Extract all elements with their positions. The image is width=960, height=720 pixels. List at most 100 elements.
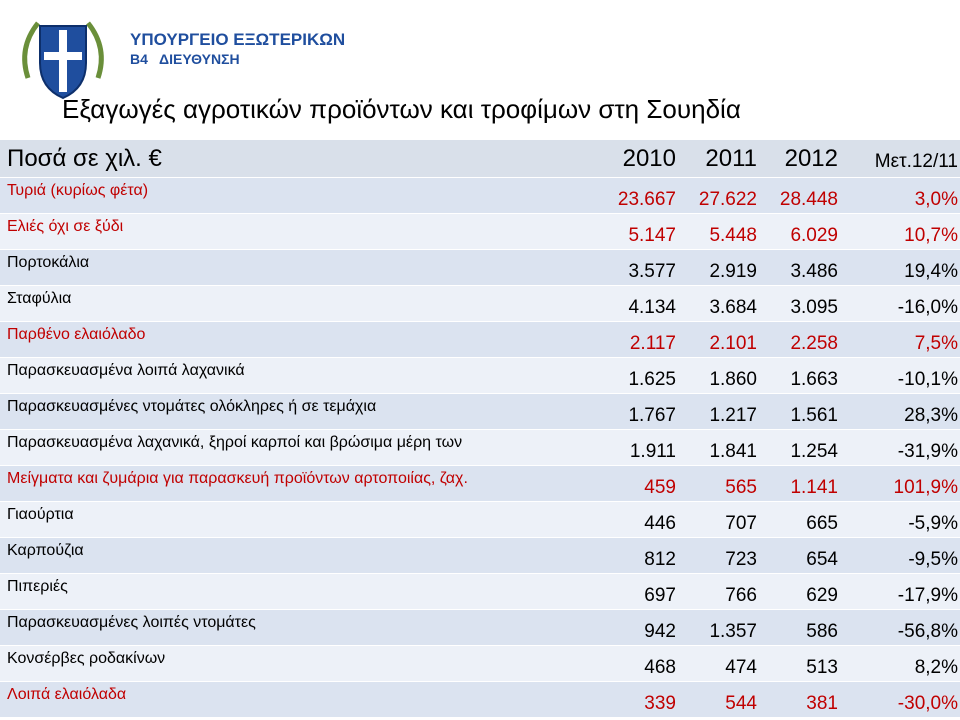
column-header: Μετ.12/11 xyxy=(874,151,958,172)
value-cell: 446 xyxy=(644,513,676,534)
value-cell: 339 xyxy=(644,693,676,714)
value-cell: -9,5% xyxy=(908,549,958,570)
value-cell: 19,4% xyxy=(904,261,958,282)
table-row: Καρπούζια 812 723 654 -9,5% xyxy=(0,538,960,574)
value-cell: 27.622 xyxy=(698,189,757,210)
value-cell: 2.117 xyxy=(629,333,676,354)
dept-name: Β4 ΔΙΕΥΘΥΝΣΗ xyxy=(130,51,240,67)
value-cell: 1.911 xyxy=(629,441,676,462)
value-cell: 468 xyxy=(644,657,676,678)
value-cell: 812 xyxy=(644,549,676,570)
row-label: Μείγματα και ζυμάρια για παρασκευή προϊό… xyxy=(7,470,468,487)
table-row: Σταφύλια 4.134 3.684 3.095 -16,0% xyxy=(0,286,960,322)
value-cell: 28.448 xyxy=(779,189,838,210)
header-row: Ποσά σε χιλ. € 2010 2011 2012 Μετ.12/11 xyxy=(0,140,960,178)
slide-title: Εξαγωγές αγροτικών προϊόντων και τροφίμω… xyxy=(62,94,741,124)
value-cell: 1.217 xyxy=(709,405,757,426)
value-cell: 1.767 xyxy=(628,405,676,426)
row-label: Πιπεριές xyxy=(7,578,68,595)
table-row: Πιπεριές 697 766 629 -17,9% xyxy=(0,574,960,610)
value-cell: 1.561 xyxy=(790,405,838,426)
column-header: 2011 xyxy=(705,145,757,172)
value-cell: 697 xyxy=(644,585,676,606)
row-label: Παρθένο ελαιόλαδο xyxy=(7,326,146,343)
value-cell: 1.625 xyxy=(628,369,676,390)
value-cell: 1.663 xyxy=(790,369,838,390)
value-cell: 3,0% xyxy=(914,189,958,210)
value-cell: 707 xyxy=(725,513,757,534)
emblem xyxy=(22,21,104,100)
table-row: Κονσέρβες ροδακίνων 468 474 513 8,2% xyxy=(0,646,960,682)
table: Ποσά σε χιλ. € 2010 2011 2012 Μετ.12/11 Τυριά… xyxy=(0,140,960,718)
value-cell: 3.577 xyxy=(628,261,676,282)
row-label: Παρασκευασμένα λοιπά λαχανικά xyxy=(7,362,245,379)
row-label: Πορτοκάλια xyxy=(7,254,90,271)
table-row: Πορτοκάλια 3.577 2.919 3.486 19,4% xyxy=(0,250,960,286)
row-label: Παρασκευασμένα λαχανικά, ξηροί καρποί κα… xyxy=(7,434,463,451)
row-label: Σταφύλια xyxy=(7,290,72,307)
table-row: Γιαούρτια 446 707 665 -5,9% xyxy=(0,502,960,538)
value-cell: -5,9% xyxy=(908,513,958,534)
row-label: Καρπούζια xyxy=(7,542,84,559)
row-label: Ελιές όχι σε ξύδι xyxy=(7,218,124,235)
value-cell: 8,2% xyxy=(914,657,958,678)
value-cell: 1.141 xyxy=(790,477,838,498)
value-cell: 2.919 xyxy=(709,261,757,282)
column-header: Ποσά σε χιλ. € xyxy=(7,145,162,172)
value-cell: 629 xyxy=(806,585,838,606)
value-cell: 1.357 xyxy=(709,621,757,642)
table-row: Μείγματα και ζυμάρια για παρασκευή προϊό… xyxy=(0,466,960,502)
row-label: Γιαούρτια xyxy=(7,506,74,523)
value-cell: 723 xyxy=(725,549,757,570)
value-cell: 10,7% xyxy=(904,225,958,246)
row-label: Κονσέρβες ροδακίνων xyxy=(7,650,166,667)
table-row: Παρασκευασμένα λαχανικά, ξηροί καρποί κα… xyxy=(0,430,960,466)
row-label: Παρασκευασμένες ντομάτες ολόκληρες ή σε … xyxy=(7,398,377,415)
value-cell: 1.860 xyxy=(709,369,757,390)
value-cell: 665 xyxy=(806,513,838,534)
value-cell: 1.254 xyxy=(790,441,838,462)
table-row: Ελιές όχι σε ξύδι 5.147 5.448 6.029 10,7% xyxy=(0,214,960,250)
value-cell: -17,9% xyxy=(897,585,958,606)
value-cell: 565 xyxy=(725,477,757,498)
value-cell: 101,9% xyxy=(893,477,958,498)
column-header: 2010 xyxy=(622,145,676,172)
value-cell: 23.667 xyxy=(617,189,676,210)
value-cell: 4.134 xyxy=(628,297,676,318)
value-cell: 459 xyxy=(644,477,676,498)
value-cell: 3.486 xyxy=(790,261,838,282)
value-cell: 2.258 xyxy=(790,333,838,354)
column-header: 2012 xyxy=(784,145,838,172)
value-cell: 2.101 xyxy=(709,333,757,354)
value-cell: 586 xyxy=(806,621,838,642)
value-cell: 1.841 xyxy=(709,441,757,462)
value-cell: 5.448 xyxy=(709,225,757,246)
value-cell: -31,9% xyxy=(897,441,958,462)
org-name: ΥΠΟΥΡΓΕΙΟ ΕΞΩΤΕΡΙΚΩΝ xyxy=(130,30,346,49)
value-cell: 513 xyxy=(806,657,838,678)
table-row: Παρθένο ελαιόλαδο 2.117 2.101 2.258 7,5% xyxy=(0,322,960,358)
row-label: Λοιπά ελαιόλαδα xyxy=(7,686,127,703)
value-cell: -56,8% xyxy=(897,621,958,642)
value-cell: -30,0% xyxy=(897,693,958,714)
row-label: Τυριά (κυρίως φέτα) xyxy=(7,182,149,199)
value-cell: 544 xyxy=(725,693,757,714)
table-row: Παρασκευασμένες ντομάτες ολόκληρες ή σε … xyxy=(0,394,960,430)
value-cell: 942 xyxy=(644,621,676,642)
table-row: Παρασκευασμένες λοιπές ντομάτες 942 1.357 5… xyxy=(0,610,960,646)
row-label: Παρασκευασμένες λοιπές ντομάτες xyxy=(7,614,256,631)
value-cell: -10,1% xyxy=(897,369,958,390)
value-cell: 5.147 xyxy=(628,225,676,246)
value-cell: 381 xyxy=(806,693,838,714)
value-cell: 28,3% xyxy=(904,405,958,426)
table-row: Παρασκευασμένα λοιπά λαχανικά 1.625 1.860 1… xyxy=(0,358,960,394)
table-row: Λοιπά ελαιόλαδα 339 544 381 -30,0% xyxy=(0,682,960,718)
value-cell: -16,0% xyxy=(897,297,958,318)
value-cell: 654 xyxy=(806,549,838,570)
value-cell: 3.095 xyxy=(790,297,838,318)
value-cell: 6.029 xyxy=(790,225,838,246)
value-cell: 474 xyxy=(725,657,757,678)
value-cell: 766 xyxy=(725,585,757,606)
value-cell: 7,5% xyxy=(914,333,958,354)
